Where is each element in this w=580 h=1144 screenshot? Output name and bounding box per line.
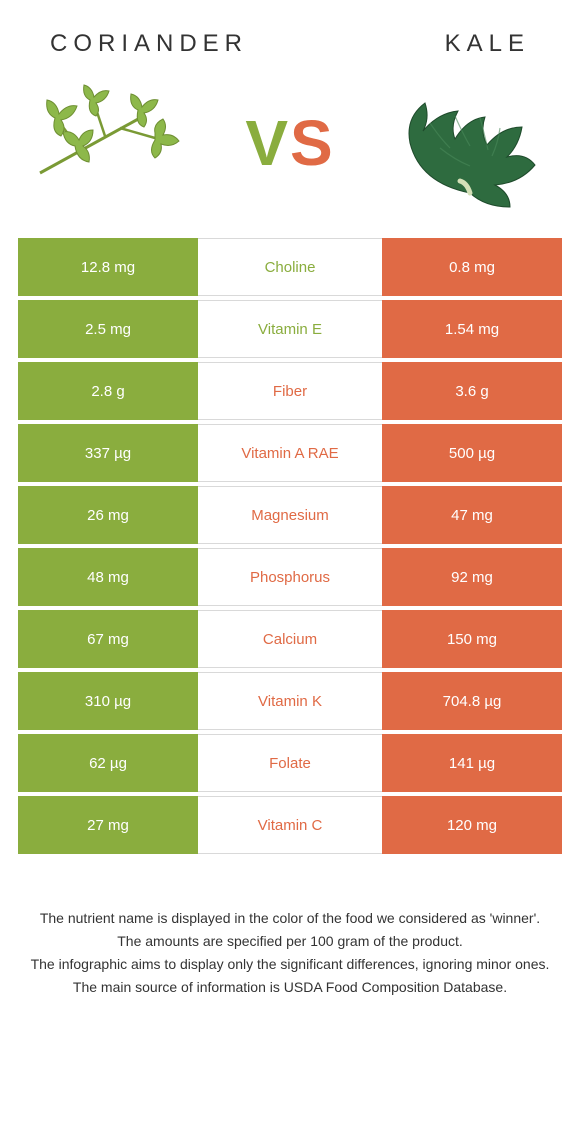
kale-image [380, 78, 560, 208]
nutrient-label: Magnesium [198, 486, 382, 544]
table-row: 62 µgFolate141 µg [18, 734, 562, 792]
table-row: 12.8 mgCholine0.8 mg [18, 238, 562, 296]
hero: VS [0, 78, 580, 238]
value-right: 500 µg [382, 424, 562, 482]
footer: The nutrient name is displayed in the co… [0, 858, 580, 1020]
nutrient-label: Vitamin A RAE [198, 424, 382, 482]
value-left: 27 mg [18, 796, 198, 854]
value-right: 704.8 µg [382, 672, 562, 730]
value-left: 2.8 g [18, 362, 198, 420]
nutrient-label: Vitamin K [198, 672, 382, 730]
nutrient-label: Choline [198, 238, 382, 296]
value-left: 12.8 mg [18, 238, 198, 296]
nutrient-label: Calcium [198, 610, 382, 668]
vs-s: S [290, 107, 335, 179]
value-left: 2.5 mg [18, 300, 198, 358]
table-row: 2.8 gFiber3.6 g [18, 362, 562, 420]
value-left: 310 µg [18, 672, 198, 730]
value-left: 48 mg [18, 548, 198, 606]
nutrient-label: Fiber [198, 362, 382, 420]
food-left-title: CORIANDER [50, 30, 248, 58]
footer-line-1: The nutrient name is displayed in the co… [28, 908, 552, 929]
table-row: 27 mgVitamin C120 mg [18, 796, 562, 854]
value-left: 62 µg [18, 734, 198, 792]
table-row: 310 µgVitamin K704.8 µg [18, 672, 562, 730]
value-right: 150 mg [382, 610, 562, 668]
value-right: 141 µg [382, 734, 562, 792]
coriander-image [20, 78, 200, 208]
nutrient-label: Folate [198, 734, 382, 792]
table-row: 26 mgMagnesium47 mg [18, 486, 562, 544]
value-left: 26 mg [18, 486, 198, 544]
value-right: 0.8 mg [382, 238, 562, 296]
food-right-title: KALE [445, 30, 530, 58]
table-row: 48 mgPhosphorus92 mg [18, 548, 562, 606]
table-row: 337 µgVitamin A RAE500 µg [18, 424, 562, 482]
table-row: 2.5 mgVitamin E1.54 mg [18, 300, 562, 358]
value-right: 1.54 mg [382, 300, 562, 358]
header: CORIANDER KALE [0, 0, 580, 78]
vs-label: VS [245, 106, 334, 180]
footer-line-4: The main source of information is USDA F… [28, 977, 552, 998]
value-right: 47 mg [382, 486, 562, 544]
footer-line-3: The infographic aims to display only the… [28, 954, 552, 975]
value-left: 337 µg [18, 424, 198, 482]
value-right: 92 mg [382, 548, 562, 606]
value-right: 3.6 g [382, 362, 562, 420]
footer-line-2: The amounts are specified per 100 gram o… [28, 931, 552, 952]
value-left: 67 mg [18, 610, 198, 668]
comparison-table: 12.8 mgCholine0.8 mg2.5 mgVitamin E1.54 … [0, 238, 580, 858]
nutrient-label: Phosphorus [198, 548, 382, 606]
nutrient-label: Vitamin C [198, 796, 382, 854]
value-right: 120 mg [382, 796, 562, 854]
nutrient-label: Vitamin E [198, 300, 382, 358]
table-row: 67 mgCalcium150 mg [18, 610, 562, 668]
vs-v: V [245, 107, 290, 179]
